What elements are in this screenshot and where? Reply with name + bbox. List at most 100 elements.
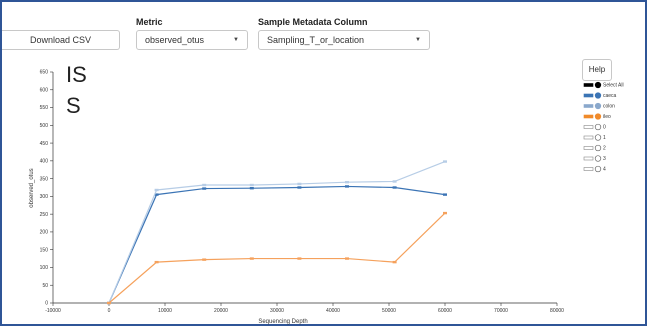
help-button[interactable]: Help xyxy=(582,59,612,81)
y-tick-label: 150 xyxy=(40,247,49,253)
legend-item-2[interactable]: 2 xyxy=(583,144,606,152)
y-axis-label: observed_otus xyxy=(29,168,35,207)
legend-swatch[interactable] xyxy=(583,156,594,161)
series-line-colon xyxy=(108,160,446,304)
download-csv-button[interactable]: Download CSV xyxy=(2,30,120,50)
y-tick-label: 100 xyxy=(40,265,49,271)
metadata-select-value: Sampling_T_or_location xyxy=(267,35,365,45)
series-line-ileo xyxy=(108,212,446,304)
legend-swatch[interactable] xyxy=(583,83,594,87)
legend-swatch[interactable] xyxy=(583,135,594,140)
y-tick-label: 0 xyxy=(45,301,48,307)
x-tick-label: 80000 xyxy=(550,308,564,314)
y-tick-label: 250 xyxy=(40,212,49,218)
y-tick-label: 200 xyxy=(40,230,49,236)
data-point-ileo xyxy=(345,257,349,260)
metadata-column-select[interactable]: Sampling_T_or_location ▼ xyxy=(258,30,430,50)
legend-label: 1 xyxy=(603,135,606,141)
chevron-down-icon: ▼ xyxy=(415,37,421,43)
y-tick-label: 300 xyxy=(40,194,49,200)
x-tick-label: 30000 xyxy=(270,308,284,314)
chevron-down-icon: ▼ xyxy=(233,37,239,43)
data-point-caeca xyxy=(392,186,397,189)
legend-label: caeca xyxy=(603,93,617,99)
y-tick-label: 450 xyxy=(40,141,49,147)
x-tick-label: 10000 xyxy=(158,308,172,314)
data-point-ileo xyxy=(107,301,111,305)
metric-label: Metric xyxy=(136,17,163,27)
data-point-ileo xyxy=(154,260,159,264)
legend-toggle[interactable] xyxy=(594,92,602,99)
legend-item-3[interactable]: 3 xyxy=(583,155,606,163)
legend-item-1[interactable]: 1 xyxy=(583,134,606,142)
data-point-caeca xyxy=(154,193,159,196)
legend-swatch[interactable] xyxy=(583,146,594,150)
legend-toggle[interactable] xyxy=(594,123,602,131)
legend-swatch[interactable] xyxy=(583,114,594,119)
x-tick-label: 0 xyxy=(108,308,111,314)
y-tick-label: 50 xyxy=(42,283,48,289)
chart-axes: 0 50 100 150 200 250 300 350 400 450 500 550 600 650 -… xyxy=(40,70,565,314)
data-point-ileo xyxy=(392,260,397,264)
data-point-colon xyxy=(443,160,447,163)
legend-item-colon[interactable]: colon xyxy=(583,102,615,110)
legend-swatch[interactable] xyxy=(583,167,594,171)
x-tick-label: 70000 xyxy=(494,308,508,314)
legend-toggle[interactable] xyxy=(594,102,602,110)
legend-item-caeca[interactable]: caeca xyxy=(583,92,617,100)
data-point-ileo xyxy=(202,258,207,261)
legend-label: 0 xyxy=(603,125,606,131)
data-point-colon xyxy=(154,188,159,192)
overlay-text-line1: IS xyxy=(66,62,87,87)
y-tick-label: 400 xyxy=(40,159,49,165)
legend-label: 3 xyxy=(603,156,606,162)
metadata-column-label: Sample Metadata Column xyxy=(258,17,368,27)
legend-label: 4 xyxy=(603,167,606,173)
data-point-caeca xyxy=(249,187,254,190)
y-tick-label: 550 xyxy=(40,105,49,111)
data-point-caeca xyxy=(297,186,302,189)
data-point-caeca xyxy=(443,193,447,196)
y-tick-label: 600 xyxy=(40,87,49,93)
legend-toggle[interactable] xyxy=(594,155,602,162)
legend-label: colon xyxy=(603,104,615,110)
x-tick-label: 60000 xyxy=(438,308,452,314)
data-point-caeca xyxy=(345,185,349,188)
legend-item-select-all[interactable]: Select All xyxy=(583,81,624,89)
data-point-colon xyxy=(392,180,397,183)
legend-label: 2 xyxy=(603,146,606,152)
x-tick-label: 20000 xyxy=(214,308,228,314)
data-point-colon xyxy=(202,183,207,187)
x-tick-label: 40000 xyxy=(326,308,340,314)
legend-toggle[interactable] xyxy=(594,81,602,89)
legend-toggle[interactable] xyxy=(594,165,602,173)
series-line-caeca xyxy=(108,185,446,304)
legend-label: ileo xyxy=(603,114,611,120)
data-point-colon xyxy=(249,183,254,187)
chart-series xyxy=(107,160,447,305)
legend-toggle[interactable] xyxy=(594,113,602,120)
data-point-colon xyxy=(345,180,349,184)
metric-select-value: observed_otus xyxy=(145,35,205,45)
metric-select[interactable]: observed_otus ▼ xyxy=(136,30,248,50)
x-tick-label: 50000 xyxy=(382,308,396,314)
legend-swatch[interactable] xyxy=(583,104,594,108)
legend-item-0[interactable]: 0 xyxy=(583,123,606,131)
data-point-colon xyxy=(297,182,302,186)
y-tick-label: 650 xyxy=(40,70,49,76)
legend-swatch[interactable] xyxy=(583,125,594,129)
legend-item-ileo[interactable]: ileo xyxy=(583,113,611,121)
legend-label: Select All xyxy=(603,83,624,89)
x-axis-label: Sequencing Depth xyxy=(258,319,307,325)
data-point-caeca xyxy=(202,187,207,190)
legend-toggle[interactable] xyxy=(594,144,602,152)
overlay-text-line2: S xyxy=(66,93,81,118)
legend-swatch[interactable] xyxy=(583,93,594,98)
legend[interactable]: Select All caeca colon ileo 0 1 2 3 4 xyxy=(583,81,624,173)
y-tick-label: 500 xyxy=(40,123,49,129)
legend-item-4[interactable]: 4 xyxy=(583,165,606,173)
data-point-ileo xyxy=(297,257,302,260)
legend-toggle[interactable] xyxy=(594,134,602,141)
